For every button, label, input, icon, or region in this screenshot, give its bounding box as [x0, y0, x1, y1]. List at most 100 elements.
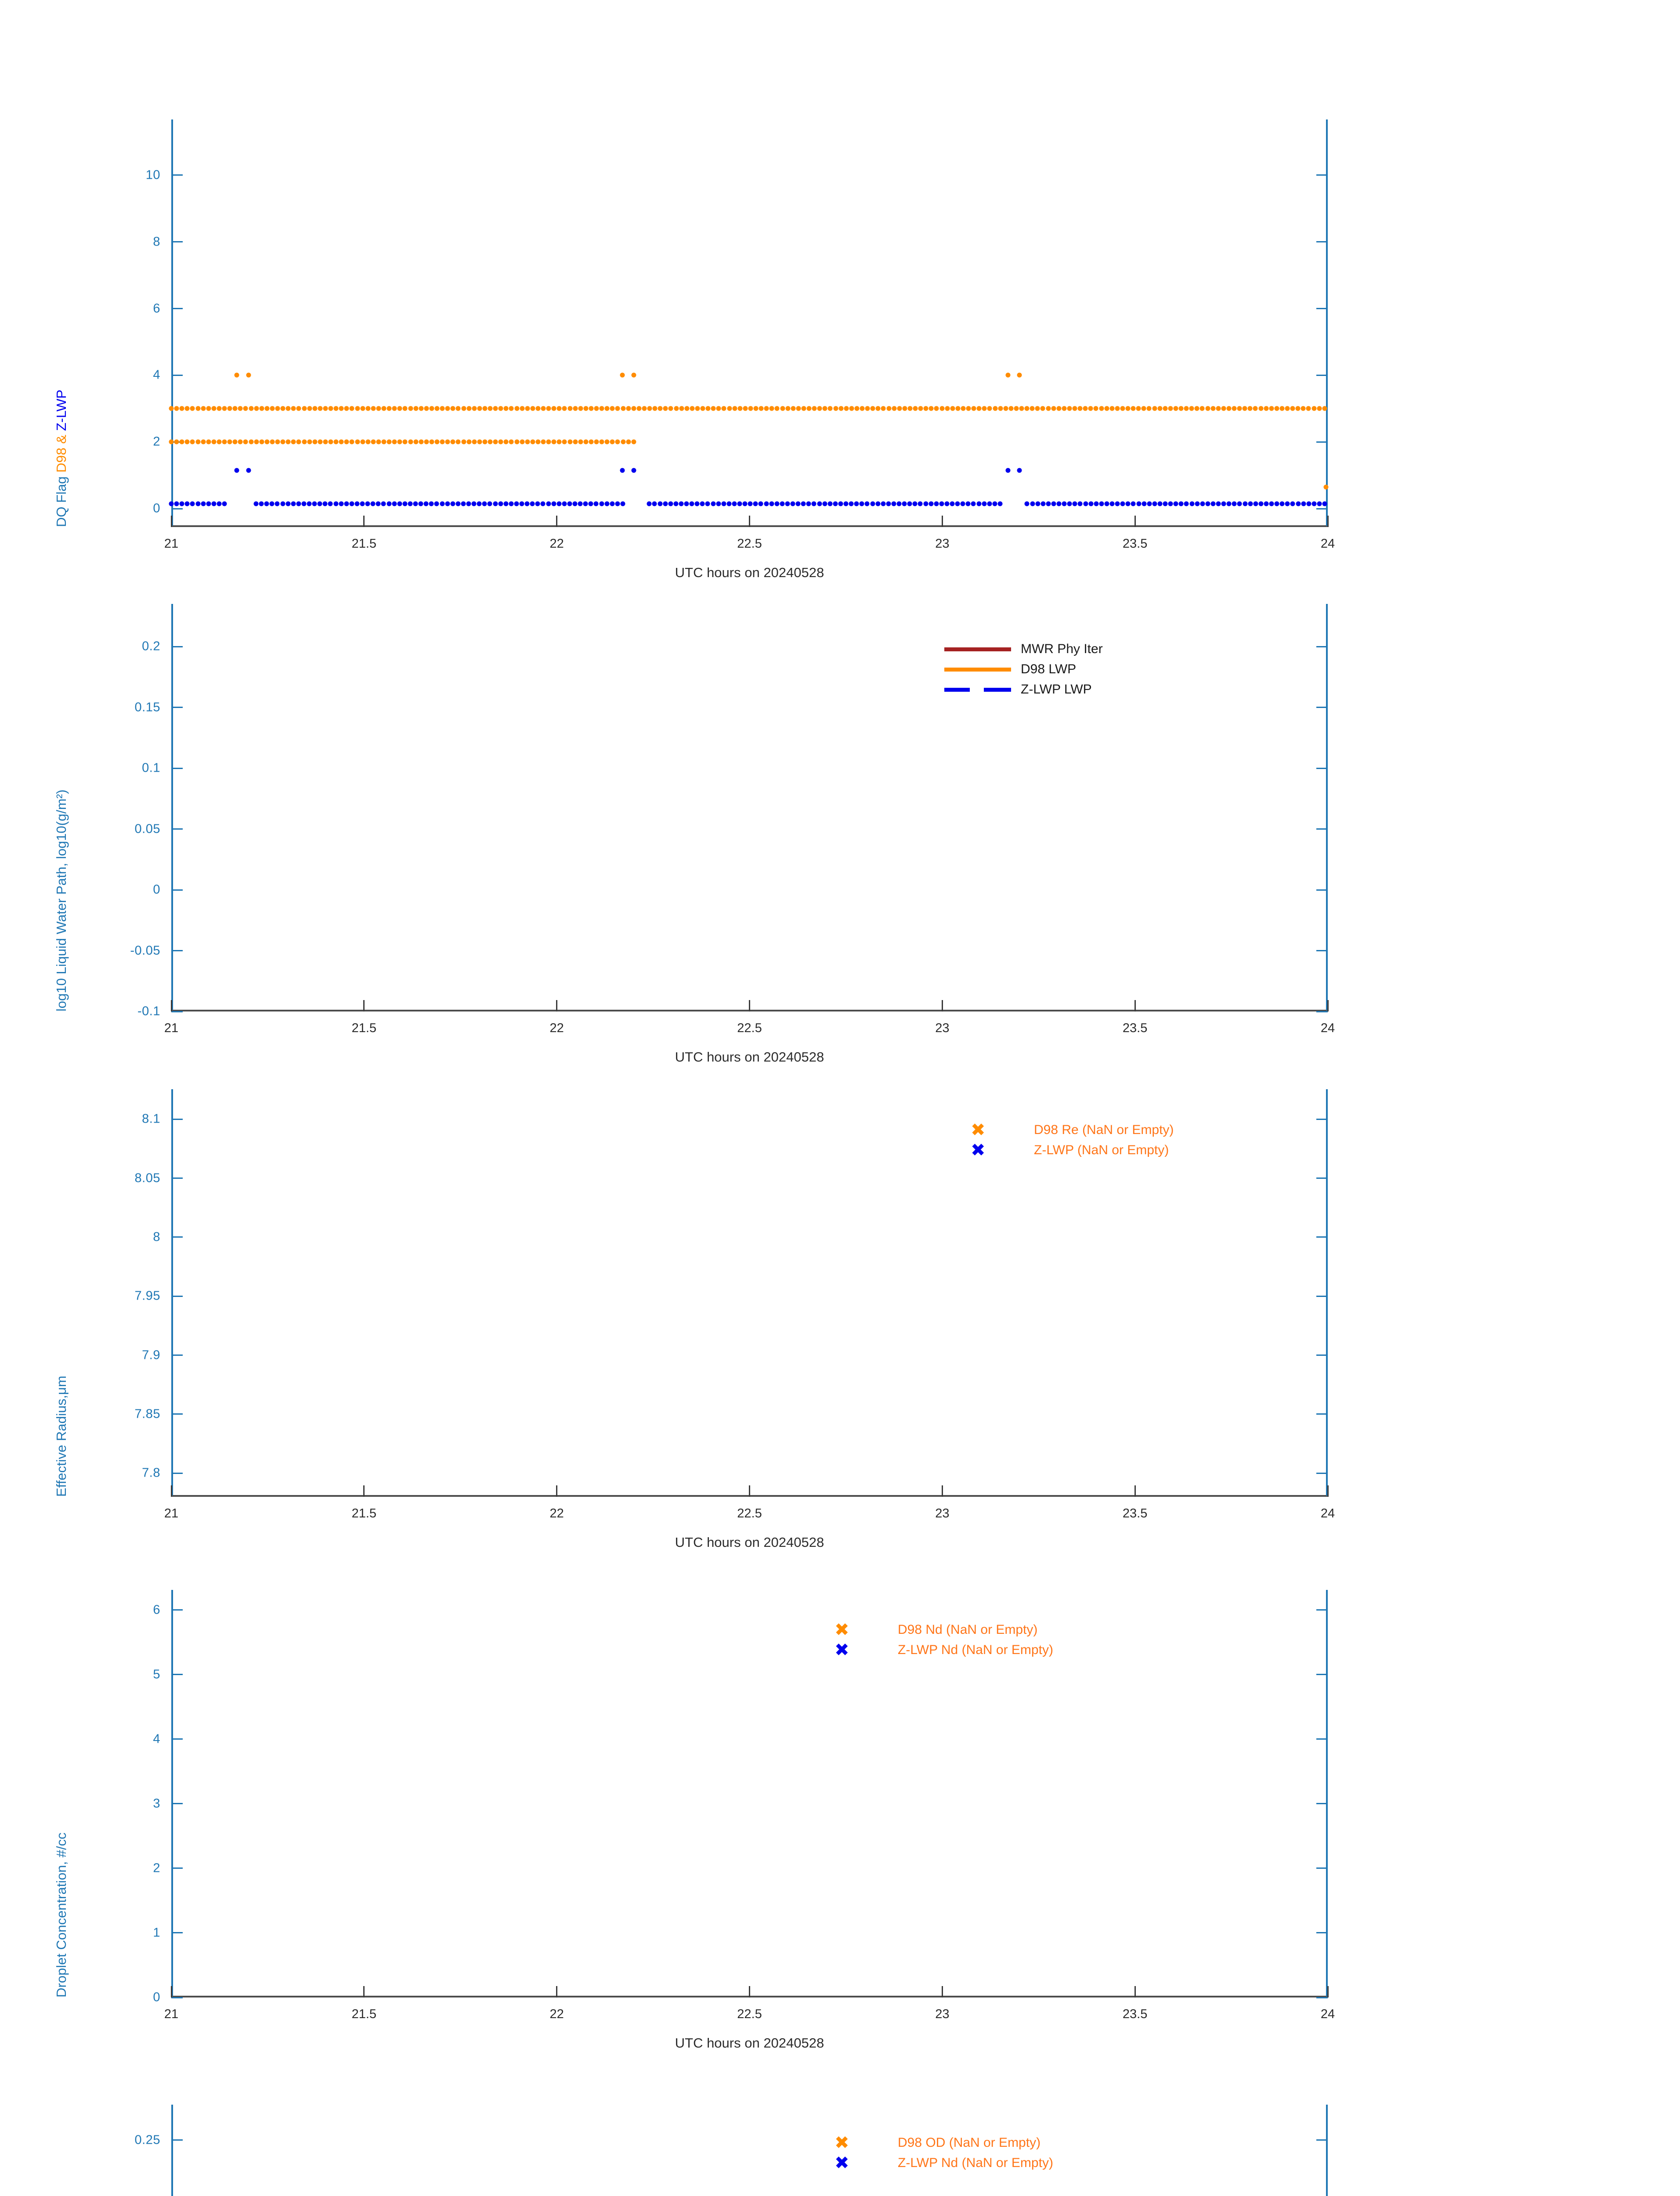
plot-area — [171, 1602, 1328, 1997]
plot-area — [171, 132, 1328, 527]
y-tick-label: 0.05 — [134, 822, 160, 836]
y-tick-right — [1316, 174, 1328, 176]
y-tick-label: 0.1 — [142, 761, 160, 775]
y-tick-label: -0.05 — [130, 943, 160, 958]
legend-label: Z-LWP Nd (NaN or Empty) — [898, 2156, 1053, 2170]
x-tick-label: 23.5 — [1122, 2007, 1148, 2021]
y-tick — [171, 1236, 183, 1238]
x-tick — [749, 1485, 750, 1497]
y-tick — [171, 1932, 183, 1934]
y-tick-label: 1 — [153, 1925, 160, 1940]
y-tick-label: -0.1 — [137, 1004, 160, 1019]
y-tick-label: 0.2 — [142, 639, 160, 654]
x-tick-label: 23 — [935, 2007, 950, 2021]
y-tick-label: 0 — [153, 1990, 160, 2005]
legend-entry: MWR Phy Iter — [944, 639, 1103, 659]
x-tick — [749, 1000, 750, 1011]
legend-label: D98 Re (NaN or Empty) — [1034, 1123, 1174, 1137]
legend-entry: ✖ D98 Nd (NaN or Empty) — [821, 1620, 1053, 1640]
right-spine-extension — [1326, 1089, 1328, 1102]
legend: ✖ D98 Nd (NaN or Empty) ✖ Z-LWP Nd (NaN or … — [821, 1620, 1053, 1660]
y-tick-label: 8.05 — [134, 1171, 160, 1185]
y-tick-label: 6 — [153, 1603, 160, 1617]
y-tick-right — [1316, 950, 1328, 952]
y-tick-right — [1316, 828, 1328, 830]
y-tick-right — [1316, 1932, 1328, 1934]
y-tick-right — [1316, 707, 1328, 708]
y-tick-right — [1316, 1236, 1328, 1238]
x-tick-label: 24 — [1320, 2007, 1335, 2021]
x-tick-label: 24 — [1320, 1021, 1335, 1035]
x-tick — [556, 1986, 558, 1997]
x-axis-title: UTC hours on 20240528 — [675, 2035, 824, 2051]
x-tick-label: 21 — [164, 537, 179, 551]
x-tick-label: 23 — [935, 1021, 950, 1035]
right-spine-extension — [1326, 1590, 1328, 1602]
x-axis-title: UTC hours on 20240528 — [675, 1535, 824, 1550]
x-tick-label: 24 — [1320, 1506, 1335, 1521]
y-tick — [171, 241, 183, 243]
y-tick-label: 7.95 — [134, 1289, 160, 1303]
y-tick-label: 0.25 — [134, 2133, 160, 2147]
x-icon: ✖ — [835, 2153, 849, 2173]
x-tick — [1327, 516, 1329, 527]
legend: ✖ D98 Re (NaN or Empty) ✖ Z-LWP (NaN or Emp… — [957, 1120, 1174, 1160]
x-tick-label: 21.5 — [351, 1506, 377, 1521]
y-tick-label: 4 — [153, 1732, 160, 1746]
legend-marker: ✖ — [821, 1621, 888, 1639]
y-tick-label: 8.1 — [142, 1112, 160, 1126]
y-tick-label: 7.8 — [142, 1466, 160, 1480]
y-axis-title: log10 Liquid Water Path, log10(g/m²) — [54, 789, 69, 1011]
legend-marker: ✖ — [957, 1121, 1024, 1139]
x-tick — [1134, 516, 1136, 527]
x-tick-label: 23 — [935, 1506, 950, 1521]
left-spine-extension — [171, 604, 173, 616]
legend-label: MWR Phy Iter — [1021, 642, 1103, 656]
x-tick-label: 23.5 — [1122, 1021, 1148, 1035]
y-tick-label: 0 — [153, 501, 160, 516]
y-tick-right — [1316, 1118, 1328, 1120]
legend-label: D98 OD (NaN or Empty) — [898, 2135, 1041, 2150]
x-tick-label: 21.5 — [351, 537, 377, 551]
panel-1: 0 2 4 6 8 10 21 21.5 22 22.5 23 23.5 24 UTC hours on … — [54, 119, 1335, 580]
panel-5: 0.250.20.150.10.0502121.52222.52323.524U… — [135, 2105, 1328, 2196]
x-tick-label: 22.5 — [737, 1021, 762, 1035]
legend-marker: ✖ — [821, 2154, 888, 2172]
y-tick — [171, 174, 183, 176]
x-tick-label: 23.5 — [1122, 537, 1148, 551]
y-tick-right — [1316, 508, 1328, 509]
y-tick-right — [1316, 241, 1328, 243]
x-tick — [363, 1000, 365, 1011]
x-tick — [1134, 1485, 1136, 1497]
y-tick — [171, 1011, 183, 1012]
y-tick — [171, 707, 183, 708]
y-axis-title: Effective Radius,μm — [54, 1376, 69, 1497]
y-tick-label: 10 — [145, 168, 160, 182]
x-tick — [170, 1000, 172, 1011]
y-tick — [171, 1177, 183, 1179]
x-tick — [941, 1485, 943, 1497]
y-tick — [171, 441, 183, 443]
x-tick — [170, 516, 172, 527]
y-axis-title: Droplet Concentration, #/cc — [54, 1832, 69, 1997]
y-tick-right — [1316, 1867, 1328, 1869]
y-tick — [171, 508, 183, 509]
right-spine-extension — [1326, 2105, 1328, 2117]
y-tick — [171, 1609, 183, 1611]
y-tick-label: 8 — [153, 1230, 160, 1244]
x-icon: ✖ — [971, 1120, 986, 1140]
y-tick-right — [1316, 646, 1328, 647]
legend-line-swatch — [944, 687, 1011, 692]
y-tick-label: 0.15 — [134, 700, 160, 715]
legend-line-swatch — [944, 667, 1011, 672]
y-tick-right — [1316, 374, 1328, 376]
legend-entry: ✖ Z-LWP Nd (NaN or Empty) — [821, 1640, 1053, 1660]
x-tick — [170, 1485, 172, 1497]
x-tick — [556, 1000, 558, 1011]
y-tick-right — [1316, 2139, 1328, 2141]
x-tick-label: 22 — [549, 2007, 564, 2021]
y-tick-label: 3 — [153, 1796, 160, 1811]
y-tick-right — [1316, 1413, 1328, 1415]
y-tick — [171, 1674, 183, 1676]
